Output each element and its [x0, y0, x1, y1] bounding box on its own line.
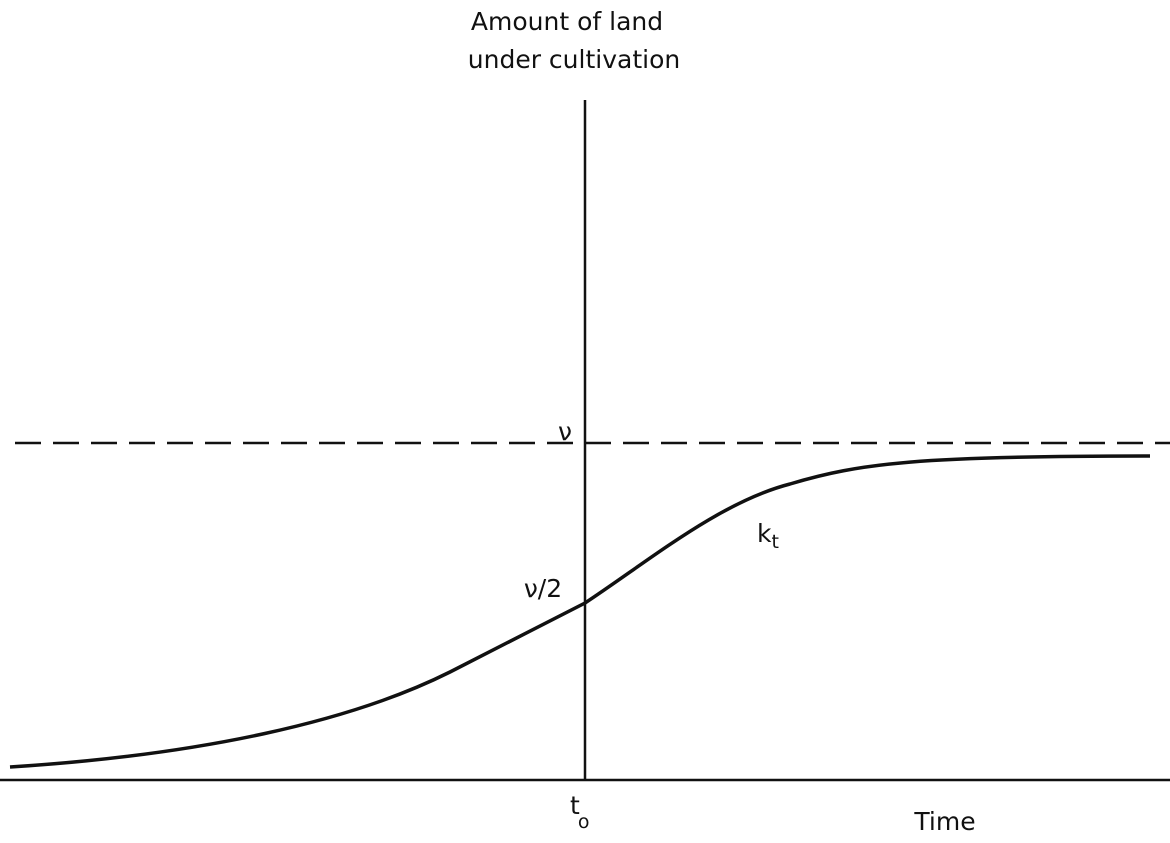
axis-label: Amount of land	[471, 7, 663, 36]
curve-label-subscript: t	[771, 531, 778, 553]
upper-label: ν	[558, 417, 572, 446]
half-label: ν/2	[524, 574, 562, 603]
origin-label-subscript: o	[578, 811, 590, 833]
curve-label-text: k	[757, 519, 772, 548]
time-label: Time	[913, 807, 975, 836]
logistic-curve	[9, 454, 1151, 769]
origin-label-text: t	[570, 791, 580, 820]
axis-label: under cultivation	[468, 45, 680, 74]
curve-label: kt	[757, 519, 779, 553]
